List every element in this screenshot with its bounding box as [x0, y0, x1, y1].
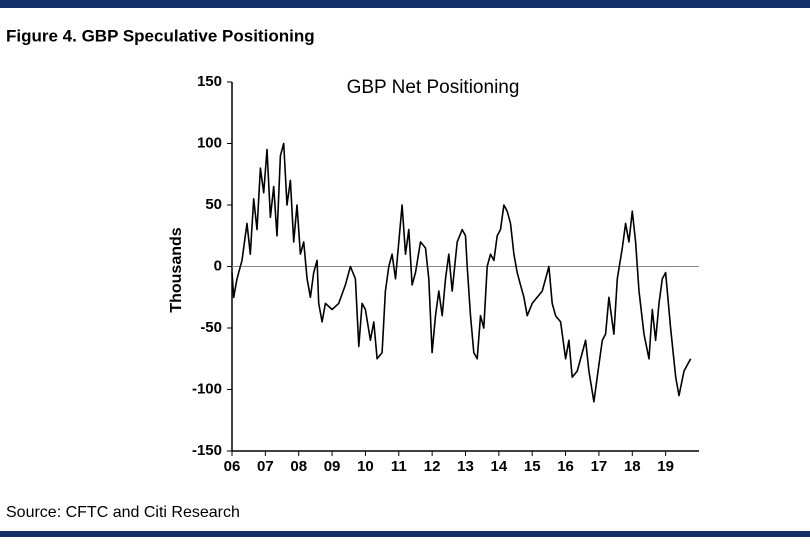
x-tick-label: 11 [391, 458, 407, 475]
x-tick-label: 06 [224, 458, 241, 475]
y-tick-label: 100 [197, 134, 222, 151]
x-tick-label: 15 [524, 458, 541, 475]
x-tick-label: 14 [491, 458, 508, 475]
y-tick-label: 150 [197, 73, 222, 90]
x-tick-label: 07 [257, 458, 274, 475]
data-line [231, 142, 692, 403]
chart-title: GBP Net Positioning [347, 77, 520, 98]
x-tick-label: 13 [457, 458, 474, 475]
top-bar [0, 0, 810, 8]
x-tick-label: 08 [290, 458, 307, 475]
x-tick-label: 16 [557, 458, 574, 475]
x-tick-label: 17 [591, 458, 608, 475]
y-tick-label: -100 [192, 380, 222, 397]
bottom-bar [0, 531, 810, 537]
x-tick-label: 09 [324, 458, 341, 475]
y-tick-label: -50 [200, 319, 222, 336]
x-tick-label: 19 [657, 458, 674, 475]
y-tick-label: -150 [192, 442, 222, 459]
x-tick-label: 18 [624, 458, 641, 475]
y-tick-label: 0 [214, 257, 222, 274]
source: Source: CFTC and Citi Research [6, 504, 240, 521]
figure-title: Figure 4. GBP Speculative Positioning [6, 26, 315, 45]
x-tick-label: 12 [424, 458, 441, 475]
y-axis-label: Thousands [168, 227, 185, 312]
y-tick-label: 50 [205, 196, 222, 213]
x-tick-label: 10 [357, 458, 374, 475]
